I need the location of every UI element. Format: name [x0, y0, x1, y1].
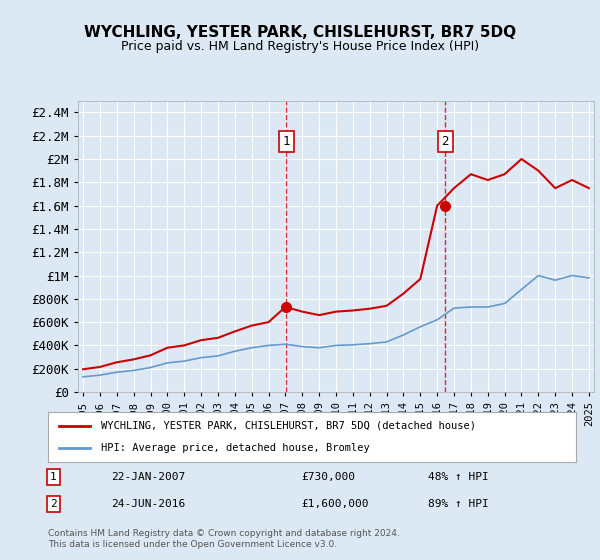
- Text: 1: 1: [50, 472, 56, 482]
- Text: 2: 2: [50, 499, 56, 509]
- Text: WYCHLING, YESTER PARK, CHISLEHURST, BR7 5DQ (detached house): WYCHLING, YESTER PARK, CHISLEHURST, BR7 …: [101, 421, 476, 431]
- Text: HPI: Average price, detached house, Bromley: HPI: Average price, detached house, Brom…: [101, 443, 370, 453]
- Text: 89% ↑ HPI: 89% ↑ HPI: [428, 499, 489, 509]
- Text: 1: 1: [283, 135, 290, 148]
- Text: 24-JUN-2016: 24-JUN-2016: [112, 499, 185, 509]
- Text: 48% ↑ HPI: 48% ↑ HPI: [428, 472, 489, 482]
- Text: 22-JAN-2007: 22-JAN-2007: [112, 472, 185, 482]
- Text: Contains HM Land Registry data © Crown copyright and database right 2024.
This d: Contains HM Land Registry data © Crown c…: [48, 529, 400, 549]
- Text: 2: 2: [442, 135, 449, 148]
- Text: WYCHLING, YESTER PARK, CHISLEHURST, BR7 5DQ: WYCHLING, YESTER PARK, CHISLEHURST, BR7 …: [84, 25, 516, 40]
- Text: Price paid vs. HM Land Registry's House Price Index (HPI): Price paid vs. HM Land Registry's House …: [121, 40, 479, 53]
- Text: £730,000: £730,000: [301, 472, 355, 482]
- Text: £1,600,000: £1,600,000: [301, 499, 369, 509]
